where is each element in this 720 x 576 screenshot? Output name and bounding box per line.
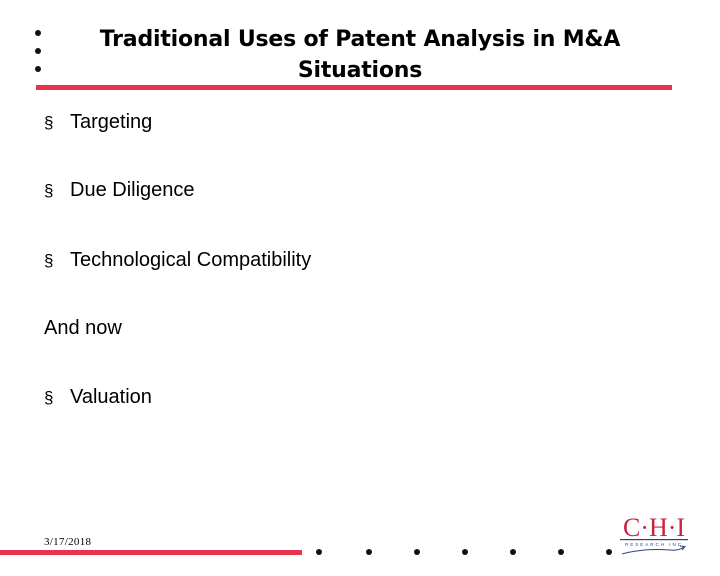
section-sign-icon: § [44, 388, 54, 407]
decor-dot [558, 549, 564, 555]
bullet-text: Due Diligence [70, 179, 195, 201]
decor-dot [35, 66, 41, 72]
decor-dot [606, 549, 612, 555]
bullet-text: Targeting [70, 111, 153, 133]
interlude-text: And now [44, 317, 122, 339]
bullet-item: § Due Diligence [44, 178, 195, 203]
decor-dot [462, 549, 468, 555]
decor-dot [510, 549, 516, 555]
bullet-text: Technological Compatibility [70, 249, 312, 271]
slide-title: Traditional Uses of Patent Analysis in M… [60, 24, 660, 86]
slide-title-line-1: Traditional Uses of Patent Analysis in M… [99, 27, 621, 52]
slide-date: 3/17/2018 [44, 536, 92, 548]
footer-divider [0, 550, 302, 555]
decor-dot [316, 549, 322, 555]
section-sign-icon: § [44, 113, 54, 132]
section-sign-icon: § [44, 251, 54, 270]
chi-logo-icon: C·H·I RESEARCH INC [620, 513, 688, 555]
bullet-item: § Targeting [44, 110, 152, 135]
bullet-item: § Technological Compatibility [44, 248, 311, 273]
section-sign-icon: § [44, 181, 54, 200]
bullet-text: Valuation [70, 386, 152, 408]
svg-text:C·H·I: C·H·I [623, 513, 685, 542]
svg-text:RESEARCH INC: RESEARCH INC [625, 542, 683, 547]
decor-dot [414, 549, 420, 555]
title-divider [36, 85, 672, 90]
decor-dot [35, 48, 41, 54]
slide-title-line-2: Situations [297, 58, 423, 83]
bullet-item: § Valuation [44, 385, 152, 410]
decor-dot [366, 549, 372, 555]
decor-dot [35, 30, 41, 36]
